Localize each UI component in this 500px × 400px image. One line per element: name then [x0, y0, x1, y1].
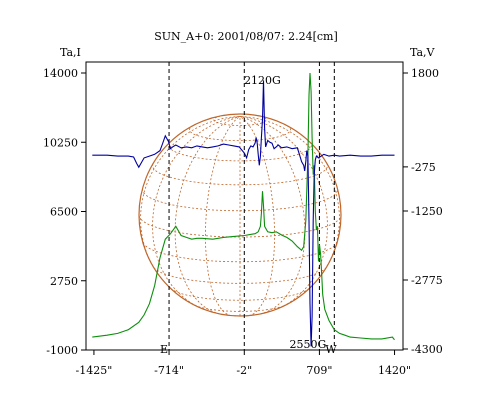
left-axis-label: Ta,I: [60, 46, 81, 59]
series-line-1: [92, 80, 395, 347]
solar-disk-grid: [138, 113, 342, 317]
right-tick-label: -1250: [411, 205, 443, 218]
meridian-line: [205, 116, 241, 316]
parallel-line: [153, 267, 327, 284]
parallel-line: [142, 188, 338, 212]
parallel-line: [142, 242, 338, 263]
x-tick-label: -714": [154, 364, 184, 377]
meridian-line: [239, 116, 328, 309]
meridian-line: [239, 116, 275, 316]
parallel-line: [213, 114, 267, 126]
parallel-line: [226, 314, 254, 317]
meridian-line: [239, 116, 340, 277]
right-tick-label: 1800: [411, 67, 439, 80]
left-tick-label: 14000: [43, 67, 78, 80]
annotations: 2120G 2550G: [244, 74, 326, 351]
field-annotation: 2550G: [290, 338, 327, 351]
right-tick-label: -275: [411, 161, 436, 174]
x-tick-label: -1425": [76, 364, 113, 377]
right-axis-label: Ta,V: [410, 46, 436, 59]
series-line-0: [92, 72, 395, 341]
x-tick-label: 709": [306, 364, 332, 377]
parallel-line: [138, 215, 342, 238]
meridian-line: [140, 116, 241, 277]
right-tick-label: -4300: [411, 343, 443, 356]
left-tick-label: 10250: [43, 136, 78, 149]
left-tick-label: 6500: [50, 206, 78, 219]
field-annotation: 2120G: [244, 74, 281, 87]
parallel-line: [189, 125, 291, 142]
chart-title: SUN_A+0: 2001/08/07: 2.24[cm]: [154, 30, 338, 43]
axis-ticks: 14000 10250 6500 2750 -1000 1800 -275 -1250 -277…: [43, 67, 443, 377]
parallel-line: [194, 304, 286, 312]
parallel-line: [168, 142, 312, 162]
left-tick-label: -1000: [46, 344, 78, 357]
x-tick-label: -2": [236, 364, 252, 377]
x-tick-label: 1420": [378, 364, 411, 377]
series-layer: [92, 72, 395, 347]
right-tick-label: -2775: [411, 274, 443, 287]
left-tick-label: 2750: [50, 275, 78, 288]
